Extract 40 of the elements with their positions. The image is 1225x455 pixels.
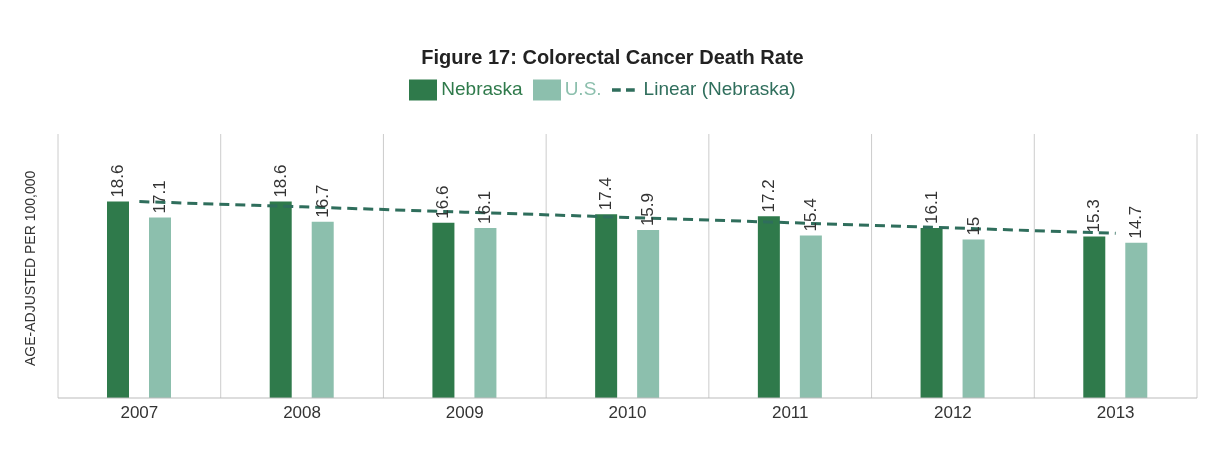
data-label: 17.4	[596, 177, 616, 211]
x-tick-label: 2008	[283, 403, 321, 423]
x-tick-label: 2007	[120, 403, 159, 423]
data-label: 14.7	[1126, 205, 1146, 239]
x-tick-label: 2011	[771, 403, 809, 423]
data-label: 17.1	[150, 180, 169, 214]
data-label: 15.9	[638, 193, 658, 227]
data-label: 16.7	[312, 184, 332, 218]
legend-label: Nebraska	[441, 78, 523, 100]
x-tick-label: 2013	[1096, 403, 1135, 423]
bar	[432, 222, 455, 398]
bar	[1125, 242, 1148, 398]
legend-label: Linear (Nebraska)	[643, 78, 796, 100]
bar	[474, 227, 497, 398]
data-label: 15	[963, 216, 983, 236]
data-label: 16.6	[433, 185, 453, 219]
data-label: 18.6	[108, 164, 127, 198]
data-label: 15.4	[800, 198, 820, 232]
bar	[799, 235, 822, 398]
bar	[920, 227, 943, 398]
bar	[595, 214, 618, 398]
x-tick-label: 2010	[608, 403, 647, 423]
bar	[311, 221, 334, 398]
bar	[1083, 236, 1106, 398]
data-label: 17.2	[758, 179, 778, 213]
bar	[637, 230, 660, 398]
x-tick-label: 2009	[445, 403, 484, 423]
data-label: 16.1	[475, 190, 495, 224]
bar	[757, 216, 780, 398]
bar	[962, 239, 985, 398]
bar	[149, 217, 171, 398]
x-tick-label: 2012	[934, 403, 972, 423]
chart-title: Figure 17: Colorectal Cancer Death Rate	[420, 45, 805, 70]
data-label: 16.1	[921, 190, 941, 224]
data-label: 18.6	[270, 164, 290, 198]
legend-label: U.S.	[564, 78, 602, 100]
bar	[269, 201, 292, 398]
bar	[107, 201, 129, 398]
data-label: 15.3	[1084, 199, 1104, 233]
y-axis-title: AGE-ADJUSTED PER 100,000	[21, 170, 38, 366]
